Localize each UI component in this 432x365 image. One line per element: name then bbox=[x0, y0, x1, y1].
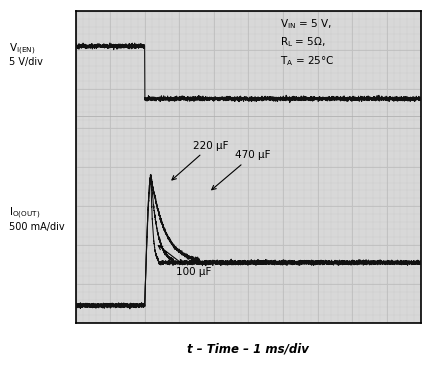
Text: $\mathregular{I_{O(OUT)}}$: $\mathregular{I_{O(OUT)}}$ bbox=[9, 206, 40, 221]
Text: 470 μF: 470 μF bbox=[212, 150, 270, 190]
Text: t – Time – 1 ms/div: t – Time – 1 ms/div bbox=[187, 343, 309, 356]
Text: 220 μF: 220 μF bbox=[172, 141, 229, 180]
Text: $\mathregular{V_{I(EN)}}$: $\mathregular{V_{I(EN)}}$ bbox=[9, 42, 35, 57]
Text: 500 mA/div: 500 mA/div bbox=[9, 222, 64, 232]
Text: 100 μF: 100 μF bbox=[158, 246, 211, 277]
Text: 5 V/div: 5 V/div bbox=[9, 57, 42, 67]
Text: V$_{\mathrm{IN}}$ = 5 V,
R$_{\mathrm{L}}$ = 5Ω,
T$_{\mathrm{A}}$ = 25°C: V$_{\mathrm{IN}}$ = 5 V, R$_{\mathrm{L}}… bbox=[280, 17, 334, 68]
